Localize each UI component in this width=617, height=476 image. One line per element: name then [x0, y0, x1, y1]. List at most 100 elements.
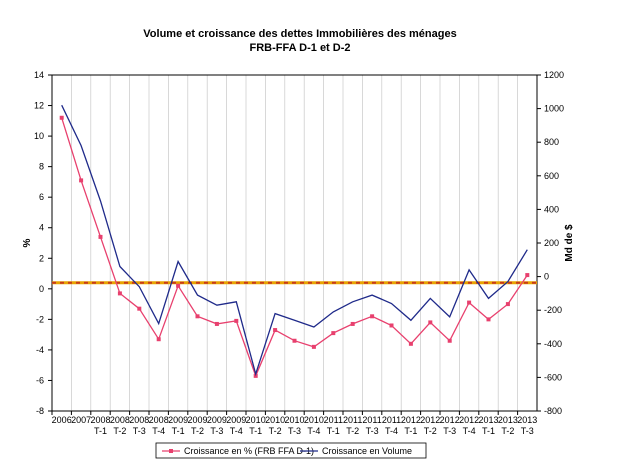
x-tick-label-quarter: T-2 — [269, 426, 282, 436]
x-tick-label-quarter: T-4 — [230, 426, 243, 436]
x-tick-label-quarter: T-2 — [346, 426, 359, 436]
x-tick-label-year: 2013 — [498, 415, 518, 425]
x-tick-label-year: 2007 — [71, 415, 91, 425]
series-layer — [59, 104, 530, 378]
left-axis: -8 -6 -4 -2 0 2 4 6 8 10 12 14 — [34, 70, 52, 416]
series-1-point — [311, 344, 316, 349]
x-tick-label-quarter: T-4 — [385, 426, 398, 436]
y-tick-label: 6 — [39, 192, 44, 202]
x-tick-label-quarter: T-1 — [404, 426, 417, 436]
x-tick-label-year: 2008 — [110, 415, 130, 425]
series-1-point — [59, 115, 64, 120]
x-tick-label-quarter: T-1 — [172, 426, 185, 436]
series-1-point — [370, 314, 375, 319]
y-tick-label: -6 — [36, 375, 44, 385]
y2-tick-label: 0 — [544, 272, 549, 282]
y-tick-label: -4 — [36, 345, 44, 355]
y2-tick-label: 600 — [544, 171, 559, 181]
series-1-point — [505, 302, 510, 307]
x-tick-label-year: 2008 — [90, 415, 110, 425]
x-tick-label-year: 2012 — [459, 415, 479, 425]
x-tick-label-year: 2011 — [362, 415, 381, 425]
x-tick-label-quarter: T-2 — [501, 426, 514, 436]
series-1-point — [98, 234, 103, 239]
y2-tick-label: 800 — [544, 137, 559, 147]
x-tick-label-year: 2009 — [168, 415, 188, 425]
y2-tick-label: 1200 — [544, 70, 564, 80]
x-tick-label-quarter: T-1 — [249, 426, 262, 436]
y2-tick-label: 200 — [544, 238, 559, 248]
x-tick-label-year: 2009 — [207, 415, 227, 425]
x-tick-label-year: 2010 — [304, 415, 324, 425]
y-tick-label: -8 — [36, 406, 44, 416]
x-tick-label-year: 2013 — [478, 415, 498, 425]
series-1-point — [137, 306, 142, 311]
y-tick-label: 12 — [34, 101, 44, 111]
x-axis: 2006 2007 2008T-12008T-22008T-32008T-42009… — [51, 411, 537, 436]
series-1-point — [525, 273, 530, 278]
x-tick-label-quarter: T-3 — [133, 426, 146, 436]
x-tick-label-year: 2010 — [246, 415, 266, 425]
series-1-point — [79, 178, 84, 183]
right-axis: -800 -600 -400 -200 0 200 400 600 800 1000 1200 — [537, 70, 564, 416]
x-tick-label-year: 2013 — [517, 415, 537, 425]
y2-tick-label: 400 — [544, 204, 559, 214]
y2-tick-label: -400 — [544, 339, 562, 349]
y2-tick-label: 1000 — [544, 104, 564, 114]
series-1-point — [350, 321, 355, 326]
series-1-point — [331, 331, 336, 336]
plot-frame — [51, 74, 538, 412]
x-tick-label-quarter: T-2 — [191, 426, 204, 436]
series-1-point — [486, 317, 491, 322]
x-tick-label-year: 2012 — [440, 415, 460, 425]
x-tick-label-year: 2008 — [149, 415, 169, 425]
x-tick-label-year: 2006 — [52, 415, 72, 425]
x-tick-label-year: 2012 — [401, 415, 421, 425]
chart-subtitle: FRB-FFA D-1 et D-2 — [249, 42, 350, 54]
x-tick-label-quarter: T-3 — [443, 426, 456, 436]
y-tick-label: 14 — [34, 70, 44, 80]
series-1-point — [156, 337, 161, 342]
legend: Croissance en % (FRB FFA D-1) Croissance … — [155, 442, 427, 459]
series-line-1 — [61, 117, 528, 378]
grid-layer — [71, 75, 518, 411]
x-tick-label-year: 2011 — [324, 415, 343, 425]
legend-label-2: Croissance en Volume — [322, 446, 412, 456]
series-1-point — [234, 318, 239, 323]
x-tick-label-quarter: T-4 — [307, 426, 320, 436]
x-tick-label-quarter: T-1 — [327, 426, 340, 436]
legend-items: Croissance en % (FRB FFA D-1) Croissance … — [162, 446, 412, 456]
series-1-point — [214, 321, 219, 326]
x-tick-label-year: 2010 — [265, 415, 285, 425]
y2-tick-label: -600 — [544, 372, 562, 382]
series-1-point — [176, 283, 181, 288]
x-tick-label-quarter: T-1 — [94, 426, 107, 436]
y2-axis-title: Md de $ — [564, 224, 575, 262]
legend-label-1: Croissance en % (FRB FFA D-1) — [184, 446, 314, 456]
y2-tick-label: -200 — [544, 305, 562, 315]
y-tick-label: 8 — [39, 162, 44, 172]
y-axis-title: % — [22, 238, 33, 247]
series-1-point — [195, 314, 200, 319]
x-tick-label-year: 2009 — [187, 415, 207, 425]
x-tick-label-quarter: T-1 — [482, 426, 495, 436]
legend-marker-1 — [169, 449, 173, 453]
series-1-point — [389, 323, 394, 328]
series-line-2 — [61, 104, 528, 377]
y-tick-label: 10 — [34, 131, 44, 141]
x-tick-label-year: 2012 — [420, 415, 440, 425]
y-tick-label: -2 — [36, 314, 44, 324]
x-tick-label-quarter: T-2 — [424, 426, 437, 436]
x-tick-label-year: 2010 — [284, 415, 304, 425]
series-1-point — [467, 300, 472, 305]
series-1-point — [447, 338, 452, 343]
legend-box — [155, 442, 427, 459]
x-tick-label-quarter: T-3 — [521, 426, 534, 436]
y2-tick-label: -800 — [544, 406, 562, 416]
x-tick-label-year: 2008 — [129, 415, 149, 425]
x-tick-label-year: 2009 — [226, 415, 246, 425]
x-tick-label-quarter: T-4 — [463, 426, 476, 436]
series-1-point — [292, 338, 297, 343]
y-tick-label: 0 — [39, 284, 44, 294]
